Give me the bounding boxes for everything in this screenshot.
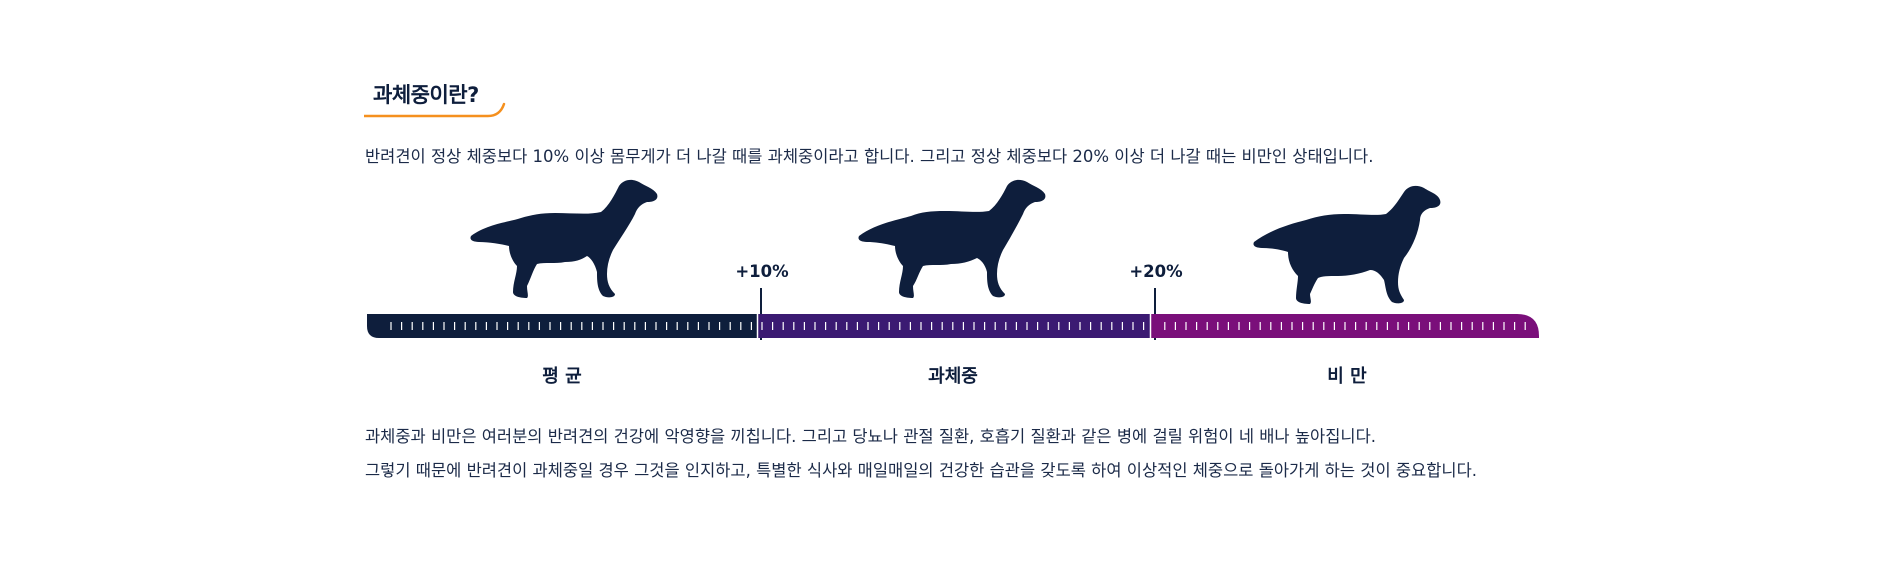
dog-average-icon bbox=[470, 179, 658, 298]
marker-plus-10: +10% bbox=[735, 262, 789, 281]
body-text-line-1: 과체중과 비만은 여러분의 반려견의 건강에 악영향을 끼칩니다. 그리고 당뇨… bbox=[365, 427, 1377, 446]
segment-label-overweight: 과체중 bbox=[928, 366, 978, 387]
body-text-line-2: 그렇기 때문에 반려견이 과체중일 경우 그것을 인지하고, 특별한 식사와 매… bbox=[365, 461, 1478, 480]
scale-segment-overweight bbox=[758, 314, 1150, 338]
intro-text: 반려견이 정상 체중보다 10% 이상 몸무게가 더 나갈 때를 과체중이라고 … bbox=[365, 147, 1374, 166]
title-underline-accent bbox=[364, 102, 506, 118]
scale-ticks bbox=[390, 314, 1526, 338]
scale-segment-average bbox=[367, 314, 757, 338]
marker-plus-20: +20% bbox=[1129, 262, 1183, 281]
section-title: 과체중이란? bbox=[373, 83, 479, 107]
weight-scale-bar bbox=[367, 314, 1539, 338]
dog-obese-icon bbox=[1253, 185, 1441, 304]
segment-label-obese: 비 만 bbox=[1327, 366, 1367, 387]
dog-overweight-icon bbox=[858, 179, 1046, 298]
segment-label-average: 평 균 bbox=[542, 366, 582, 387]
